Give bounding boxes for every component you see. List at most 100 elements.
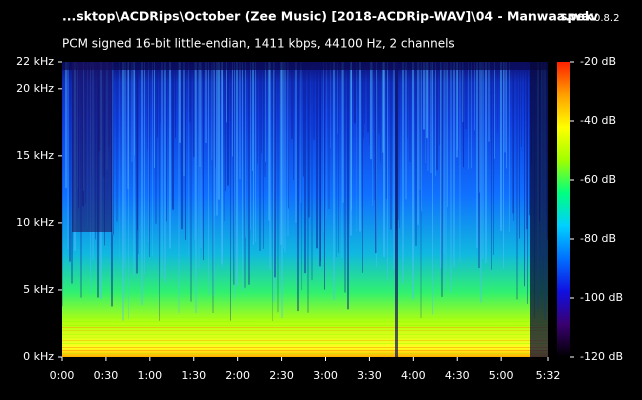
texture-stripe: [242, 62, 243, 292]
texture-stripe: [386, 62, 387, 200]
texture-stripe: [134, 62, 135, 156]
subtitle: PCM signed 16-bit little-endian, 1411 kb…: [62, 37, 455, 51]
texture-stripe: [485, 62, 487, 264]
texture-stripe: [288, 62, 289, 209]
texture-stripe: [116, 62, 118, 222]
texture-stripe: [436, 62, 438, 171]
texture-stripe: [216, 62, 218, 216]
texture-stripe: [213, 62, 215, 296]
texture-stripe: [154, 62, 155, 169]
texture-stripe: [230, 62, 231, 321]
texture-stripe: [465, 62, 467, 130]
texture-stripe: [351, 62, 352, 211]
texture-stripe: [124, 62, 125, 268]
texture-stripe: [65, 62, 67, 188]
texture-stripe: [491, 62, 492, 270]
texture-stripe: [149, 62, 150, 257]
texture-stripe: [137, 62, 138, 231]
texture-band: [62, 340, 548, 341]
texture-stripe: [232, 62, 233, 157]
texture-stripe: [374, 62, 375, 201]
texture-stripe: [354, 62, 356, 124]
texture-stripe: [227, 62, 229, 186]
texture-band: [62, 321, 548, 322]
texture-stripe: [183, 62, 185, 177]
texture-stripe: [336, 62, 337, 258]
texture-stripe: [69, 62, 71, 262]
y-tick-label: 20 kHz: [16, 82, 54, 95]
texture-stripe: [387, 62, 388, 281]
texture-stripe: [330, 62, 331, 148]
texture-stripe: [447, 62, 448, 208]
texture-stripe: [144, 62, 145, 275]
texture-stripe: [344, 62, 346, 293]
texture-stripe: [208, 62, 209, 296]
texture-stripe: [159, 62, 160, 321]
texture-stripe: [342, 62, 344, 203]
texture-stripe: [493, 62, 494, 255]
texture-intro: [72, 62, 112, 232]
texture-stripe: [295, 62, 297, 223]
texture-stripe: [200, 62, 202, 248]
texture-stripe: [446, 62, 447, 271]
texture-stripe: [308, 62, 310, 218]
texture-stripe: [337, 62, 338, 134]
texture-stripe: [382, 62, 384, 153]
texture-stripe: [311, 62, 313, 281]
texture-stripe: [185, 62, 186, 240]
texture-stripe: [225, 62, 226, 191]
texture-stripe: [67, 62, 69, 250]
texture-stripe: [419, 62, 421, 191]
texture-stripe: [136, 62, 138, 274]
texture-stripe: [265, 62, 266, 162]
texture-stripe: [393, 62, 395, 270]
texture-stripe: [350, 62, 352, 236]
y-tick-label: 22 kHz: [16, 55, 54, 68]
texture-stripe: [233, 62, 235, 285]
texture-stripe: [164, 62, 166, 283]
app-version: 0.8.2: [594, 13, 619, 24]
x-tick-label: 3:30: [357, 369, 382, 382]
texture-stripe: [359, 62, 361, 232]
texture-stripe: [427, 62, 429, 171]
texture-stripe: [476, 62, 478, 248]
texture-stripe: [497, 62, 498, 134]
texture-stripe: [479, 62, 480, 193]
texture-band: [62, 343, 548, 344]
texture-stripe: [245, 62, 246, 238]
spectrogram: [62, 62, 548, 357]
texture-stripe: [264, 62, 266, 177]
texture-stripe: [439, 62, 440, 145]
texture-stripe: [407, 62, 408, 139]
texture-stripe: [284, 62, 286, 253]
texture-stripe: [370, 62, 372, 160]
texture-stripe: [303, 62, 304, 177]
texture-stripe: [453, 62, 455, 268]
texture-stripe: [478, 62, 480, 269]
texture-stripe: [112, 62, 114, 236]
texture-stripe: [178, 62, 180, 314]
texture-stripe: [205, 62, 207, 143]
texture-stripe: [326, 62, 327, 218]
texture-stripe: [188, 62, 189, 259]
texture-stripe: [412, 62, 414, 300]
colorbar-tick-label: -120 dB: [580, 350, 623, 363]
texture-stripe: [369, 62, 370, 146]
texture-stripe: [166, 62, 167, 222]
texture-stripe: [152, 62, 153, 257]
texture-stripe: [444, 62, 446, 291]
x-tick-label: 1:00: [137, 369, 162, 382]
texture-stripe: [128, 62, 129, 320]
texture-stripe: [450, 62, 452, 293]
texture-stripe: [457, 62, 458, 151]
texture-stripe: [234, 62, 235, 299]
texture-stripe: [378, 62, 380, 134]
texture-stripe: [283, 62, 284, 249]
texture-stripe: [293, 62, 294, 180]
texture-stripe: [529, 62, 530, 216]
texture-stripe: [222, 62, 223, 268]
colorbar: [557, 62, 570, 357]
texture-stripe: [161, 62, 163, 278]
texture-stripe: [320, 62, 321, 262]
